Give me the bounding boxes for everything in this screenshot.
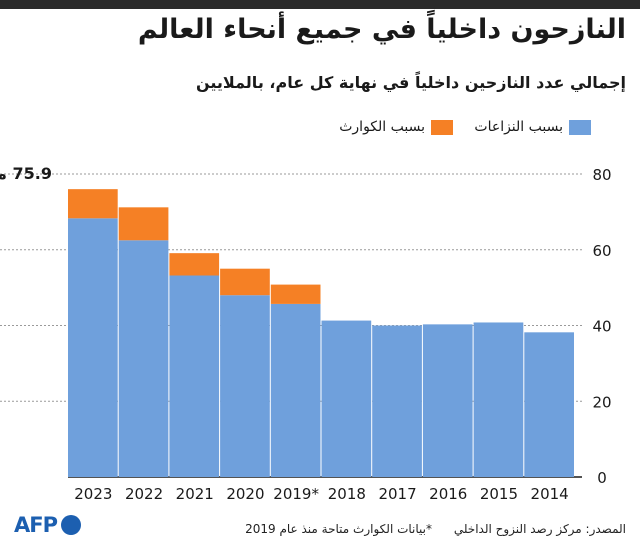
footer-note: *بيانات الكوارث متاحة منذ عام 2019: [245, 522, 432, 536]
x-tick-label: 2014: [531, 485, 569, 503]
bar-conflict: [524, 332, 574, 477]
x-tick-label: 2018: [328, 485, 366, 503]
y-tick-label: 40: [592, 318, 611, 336]
x-tick-label: 2020: [226, 485, 264, 503]
x-tick-label: 2017: [378, 485, 416, 503]
bar-disaster: [220, 268, 270, 296]
footer-source: المصدر: مركز رصد النزوح الداخلي: [453, 522, 626, 536]
afp-logo-text: AFP: [14, 513, 58, 537]
y-tick-label: 80: [592, 166, 611, 184]
y-tick-label: 20: [592, 393, 611, 411]
bar-conflict: [169, 275, 220, 477]
bar-disaster: [118, 207, 169, 241]
bar-conflict: [372, 325, 422, 477]
annotation-total: 75.9 مليونا: [0, 164, 52, 183]
legend-label-conflict: بسبب النزاعات: [474, 119, 563, 135]
x-tick-label: 2016: [429, 485, 467, 503]
bar-conflict: [473, 322, 524, 477]
top-bar: [0, 0, 640, 9]
bar-conflict: [220, 295, 270, 477]
bar-disaster: [68, 189, 118, 219]
legend-swatch-conflict: [569, 119, 591, 135]
x-tick-label: 2022: [125, 485, 163, 503]
chart-subtitle: إجمالي عدد النازحين داخلياً في نهاية كل …: [195, 73, 626, 92]
legend-item-disaster: بسبب الكوارث: [339, 117, 453, 137]
x-tick-label: 2015: [480, 485, 518, 503]
bar-conflict: [270, 303, 321, 477]
afp-logo-dot: [61, 515, 81, 535]
x-tick-label: 2021: [176, 485, 214, 503]
legend-swatch-disaster: [431, 119, 453, 135]
legend-item-conflict: بسبب النزاعات: [474, 117, 591, 137]
bar-conflict: [118, 240, 169, 477]
x-tick-label: 2019*: [273, 485, 319, 503]
bar-conflict: [422, 324, 473, 477]
chart-title: النازحون داخلياً في جميع أنحاء العالم: [137, 14, 626, 45]
y-tick-label: 0: [597, 469, 607, 487]
bar-disaster: [169, 253, 220, 276]
x-tick-label: 2023: [74, 485, 112, 503]
afp-logo: AFP: [14, 513, 81, 537]
bar-conflict: [68, 218, 118, 477]
y-tick-label: 60: [592, 242, 611, 260]
bar-conflict: [321, 320, 372, 477]
bar-disaster: [270, 284, 321, 304]
legend-label-disaster: بسبب الكوارث: [339, 119, 425, 135]
